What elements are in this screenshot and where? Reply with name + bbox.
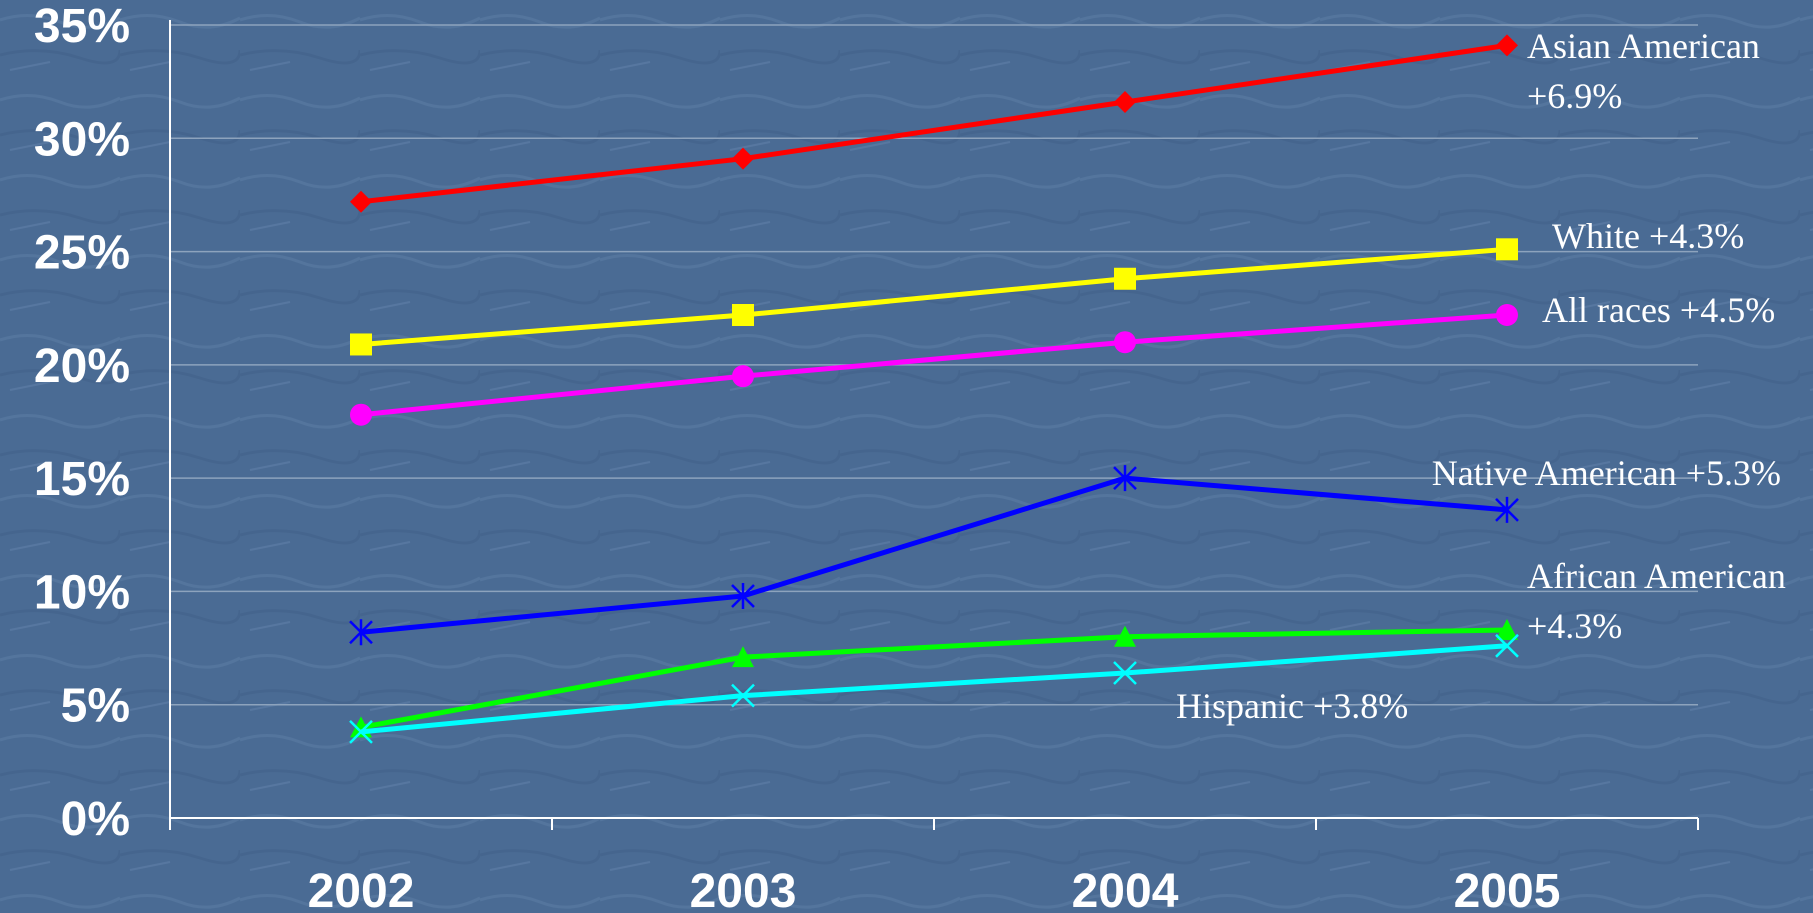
- data-point: [1496, 238, 1518, 261]
- data-point: [350, 333, 372, 356]
- x-tick-label: 2002: [308, 865, 415, 913]
- data-point: [732, 646, 754, 668]
- y-tick-label: 10%: [34, 566, 130, 619]
- series-line: [360, 312, 1508, 418]
- data-point: [1496, 34, 1518, 57]
- series-hispanic: [349, 633, 1519, 744]
- data-point: [1114, 91, 1136, 114]
- y-tick-label: 30%: [34, 113, 130, 166]
- data-point: [1495, 633, 1519, 658]
- gridlines: [170, 24, 1698, 706]
- y-tick-label: 20%: [34, 340, 130, 393]
- series-label: African American: [1527, 556, 1786, 596]
- data-point: [1113, 661, 1137, 685]
- series-label: Hispanic +3.8%: [1176, 686, 1408, 726]
- y-tick-label: 25%: [34, 227, 130, 280]
- data-point: [1114, 625, 1136, 647]
- series-line: [360, 475, 1508, 635]
- series-asian-american: [350, 34, 1518, 213]
- data-point: [731, 683, 755, 708]
- y-tick-label: 5%: [61, 680, 130, 733]
- data-point: [350, 403, 372, 426]
- axes: [169, 20, 1699, 830]
- series-line: [360, 643, 1508, 735]
- series-label: +4.3%: [1527, 606, 1622, 646]
- x-tick-label: 2003: [690, 865, 797, 913]
- series-label: White +4.3%: [1552, 216, 1744, 256]
- data-point: [1114, 267, 1136, 290]
- y-tick-label: 0%: [61, 793, 130, 846]
- data-point: [731, 582, 755, 609]
- data-point: [349, 619, 373, 646]
- data-point: [349, 720, 373, 744]
- series-label: Asian American: [1527, 26, 1760, 66]
- series-line: [360, 246, 1508, 347]
- data-point: [1495, 496, 1519, 523]
- y-tick-label: 35%: [34, 0, 130, 53]
- series-group: [349, 34, 1519, 744]
- x-tick-label: 2005: [1454, 865, 1561, 913]
- data-point: [732, 304, 754, 327]
- data-point: [350, 190, 372, 213]
- data-point: [1496, 618, 1518, 640]
- x-tick-label: 2004: [1072, 865, 1179, 913]
- x-axis-tick-labels: 2002 2003 2004 2005: [308, 865, 1561, 913]
- data-point: [1114, 331, 1136, 354]
- y-axis-tick-labels: 0% 5% 10% 15% 20% 25% 30% 35%: [34, 0, 130, 846]
- series-label: All races +4.5%: [1542, 290, 1775, 330]
- data-point: [732, 147, 754, 170]
- series-line: [360, 627, 1508, 730]
- series-labels: Asian American +6.9% White +4.3% All races …: [1176, 26, 1786, 726]
- series-line: [360, 42, 1508, 205]
- data-point: [1113, 465, 1137, 492]
- series-native-american: [349, 465, 1519, 646]
- data-point: [1496, 304, 1518, 327]
- series-all-races: [350, 304, 1518, 426]
- data-point: [732, 365, 754, 388]
- series-white: [350, 238, 1518, 356]
- y-tick-label: 15%: [34, 453, 130, 506]
- series-label: Native American +5.3%: [1432, 453, 1781, 493]
- series-label: +6.9%: [1527, 76, 1622, 116]
